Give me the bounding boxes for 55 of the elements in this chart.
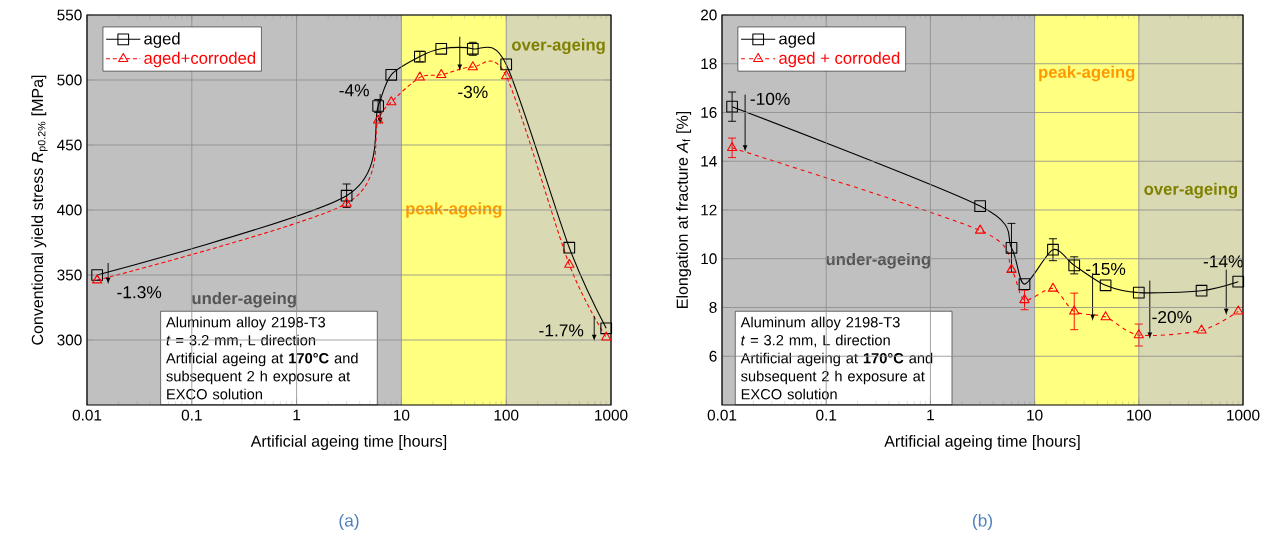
x-tick-label: 10 [1027,409,1043,421]
y-tick-label: 20 [701,9,717,21]
y-tick-label: 500 [57,74,82,86]
x-tick-label: 0.1 [816,409,837,421]
annotation: -10% [750,92,790,105]
y-tick-label: 6 [709,350,717,362]
y-tick-label: 12 [701,204,717,216]
legend-label: aged + corroded [779,51,900,68]
x-tick-label: 1000 [595,409,628,421]
x-tick-label: 10 [394,409,410,421]
annotation: Aluminum alloy 2198-T3 [165,316,326,331]
y-tick-label: 350 [57,269,82,281]
y-axis-title: Elongation at fracture A$_{f}$ [%] [676,111,692,308]
annotation: -3% [458,85,488,99]
y-tick-label: 400 [57,204,82,216]
x-tick-label: 100 [494,409,519,421]
annotation: -4% [339,84,369,97]
band-label: peak-ageing [406,202,502,218]
x-tick-label: 100 [1127,409,1151,421]
band-label: under-ageing [826,252,930,269]
band-label: over-ageing [512,38,605,55]
y-tick-label: 550 [57,9,82,21]
y-tick-label: 14 [701,155,717,167]
legend-label: aged+corroded [144,51,256,68]
annotation: Artificial ageing at 170°C and subsequent 2 h exposure at EXCO solution [165,352,358,400]
annotation: t = 3.2 mm, L direction [741,334,890,348]
text: (a) [339,513,359,531]
legend-label: aged [779,32,815,48]
band-label: under-ageing [192,291,296,308]
band-label: over-ageing [1144,182,1238,199]
annotation: Artificial ageing at 170°C and subsequent 2 h exposure at EXCO solution [740,352,933,400]
x-axis-title: Artificial ageing time [hours] [884,435,1080,450]
y-tick-label: 18 [701,58,717,70]
legend-label: aged [144,32,180,48]
y-tick-label: 16 [701,107,717,118]
band-label: peak-ageing [1039,65,1135,82]
y-tick-label: 10 [701,253,717,265]
annotation: Aluminum alloy 2198-T3 [740,316,900,331]
annotation: t = 3.2 mm, L direction [166,334,316,348]
annotation: -15% [1086,262,1126,276]
y-axis-title: Conventional yield stress R$_{p0.2%}$ [MPa] [31,75,48,345]
x-tick-label: 1000 [1227,409,1260,421]
y-tick-label: 450 [57,139,82,151]
x-tick-label: 0.1 [181,409,202,421]
annotation: -1.3% [117,286,162,299]
x-tick-label: 0.01 [72,409,102,421]
x-tick-label: 1 [293,409,301,421]
text: (b) [972,513,993,531]
y-tick-label: 300 [57,334,82,346]
annotation: -20% [1152,310,1192,324]
y-tick-label: 8 [709,302,717,313]
x-axis-title: Artificial ageing time [hours] [250,435,447,450]
annotation: -1.7% [539,324,584,337]
x-tick-label: 1 [927,409,934,421]
x-tick-label: 0.01 [707,409,737,421]
